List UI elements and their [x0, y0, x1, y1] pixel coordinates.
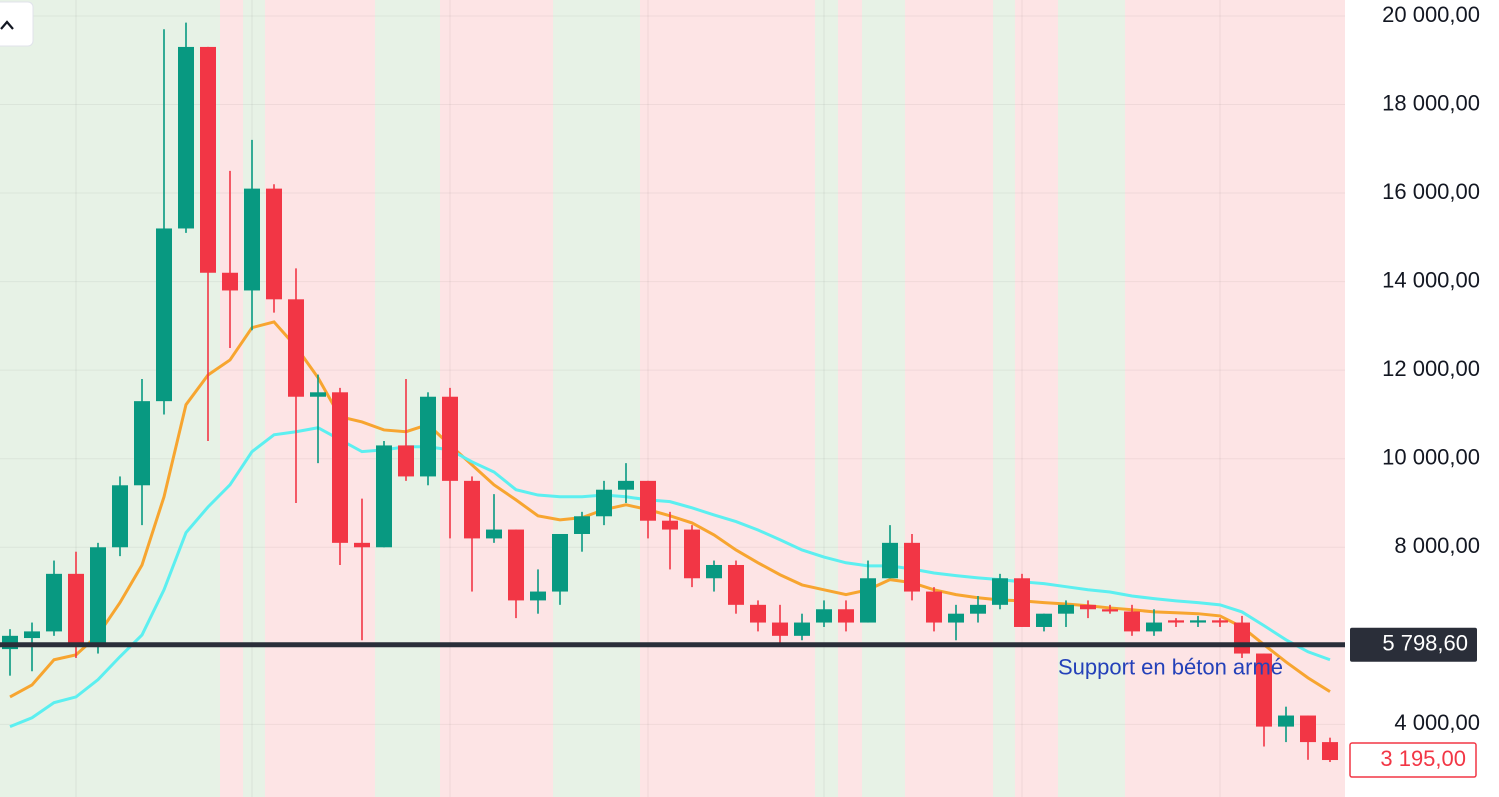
- candle-body: [640, 480, 656, 521]
- candle-body: [816, 609, 832, 623]
- candle-body: [926, 591, 942, 623]
- candle-body: [684, 529, 700, 579]
- y-tick-label: 4 000,00: [1394, 710, 1480, 735]
- candle-body: [46, 573, 62, 632]
- regime-band: [553, 0, 640, 797]
- candle-body: [200, 46, 216, 273]
- regime-band: [1015, 0, 1058, 797]
- candle-body: [376, 445, 392, 548]
- support-annotation: Support en béton armé: [1058, 655, 1283, 680]
- candle-body: [112, 485, 128, 548]
- candle-body: [354, 542, 370, 548]
- candle-body: [508, 529, 524, 601]
- regime-band: [1058, 0, 1125, 797]
- regime-band: [440, 0, 553, 797]
- candle-body: [1036, 613, 1052, 627]
- candle-body: [442, 396, 458, 481]
- plot: Support en béton armé: [0, 22, 1345, 763]
- candle-body: [332, 392, 348, 543]
- candle-body: [244, 188, 260, 291]
- candle-body: [134, 401, 150, 486]
- candle-body: [1300, 715, 1316, 743]
- price-axis: 4 000,00 8 000,00 10 000,00 12 000,00 14 000…: [1349, 2, 1480, 778]
- candle-body: [728, 564, 744, 605]
- candle-body: [574, 516, 590, 534]
- candle-body: [970, 604, 986, 614]
- regime-band: [220, 0, 243, 797]
- candle-body: [992, 578, 1008, 605]
- candle-body: [860, 578, 876, 623]
- candle-body: [24, 631, 40, 639]
- y-tick-label: 20 000,00: [1382, 2, 1480, 27]
- candle-body: [178, 46, 194, 229]
- regime-band: [243, 0, 265, 797]
- candle-body: [1212, 620, 1228, 623]
- support-price-box: [1350, 627, 1477, 662]
- candle-body: [904, 542, 920, 592]
- candle-body: [1058, 604, 1074, 614]
- regime-band: [862, 0, 905, 797]
- candle-body: [596, 489, 612, 517]
- candle-body: [288, 299, 304, 397]
- grid: [0, 0, 1345, 797]
- regime-band: [640, 0, 815, 797]
- candle-body: [156, 228, 172, 402]
- y-tick-label: 10 000,00: [1382, 445, 1480, 470]
- candle-body: [1146, 622, 1162, 632]
- candle-body: [1080, 604, 1096, 610]
- candle-body: [948, 613, 964, 623]
- candle-body: [618, 480, 634, 490]
- candle-body: [882, 542, 898, 579]
- candle-body: [1168, 620, 1184, 623]
- candle-body: [90, 547, 106, 645]
- candle-body: [1014, 578, 1030, 627]
- chevron-icon: [0, 20, 14, 30]
- y-tick-label: 18 000,00: [1382, 90, 1480, 115]
- y-tick-label: 12 000,00: [1382, 356, 1480, 381]
- y-tick-label: 16 000,00: [1382, 179, 1480, 204]
- collapse-button[interactable]: [0, 1, 34, 47]
- y-tick-label: 8 000,00: [1394, 533, 1480, 558]
- candle-body: [1278, 715, 1294, 727]
- regime-band: [905, 0, 993, 797]
- regime-band: [838, 0, 862, 797]
- candle-body: [486, 529, 502, 539]
- candle-body: [398, 445, 414, 477]
- moving-average-line: [9, 426, 1331, 728]
- regime-band: [815, 0, 838, 797]
- button-box[interactable]: [0, 1, 34, 47]
- candle-body: [772, 622, 788, 636]
- last-price-box: [1349, 742, 1477, 778]
- candle-body: [706, 564, 722, 579]
- candle-body: [1322, 742, 1338, 761]
- candle-body: [552, 533, 568, 592]
- candle-body: [310, 392, 326, 397]
- candle-body: [838, 609, 854, 623]
- candle-body: [420, 396, 436, 477]
- candle-body: [266, 188, 282, 300]
- candle-body: [1234, 622, 1250, 654]
- candle-body: [464, 480, 480, 539]
- candle-body: [794, 622, 810, 636]
- regime-band: [993, 0, 1015, 797]
- candle-body: [1190, 620, 1206, 623]
- candle-body: [1256, 653, 1272, 727]
- candle-body: [750, 604, 766, 623]
- candle-body: [68, 573, 84, 645]
- regime-band: [265, 0, 375, 797]
- candle-body: [222, 272, 238, 291]
- candle-body: [530, 591, 546, 601]
- regime-band: [1125, 0, 1345, 797]
- candle-body: [662, 520, 678, 530]
- support-price-label: 5 798,60: [1382, 631, 1468, 656]
- y-tick-label: 14 000,00: [1382, 267, 1480, 292]
- last-price-label: 3 195,00: [1380, 746, 1466, 771]
- candle-body: [1102, 609, 1118, 612]
- candle-body: [1124, 611, 1140, 632]
